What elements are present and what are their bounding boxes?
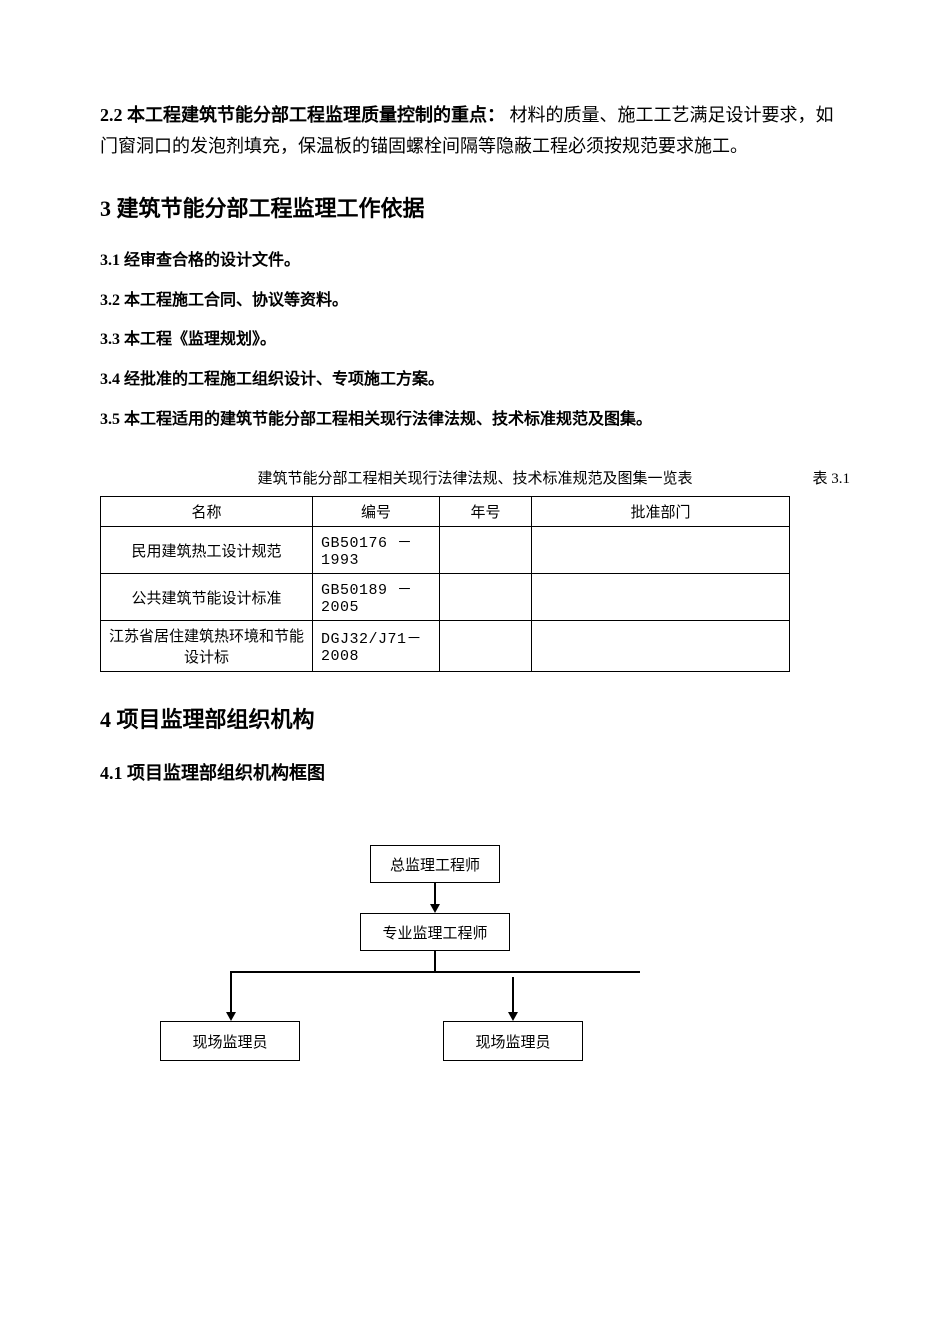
- org-connector: [230, 971, 640, 973]
- item-3-5: 3.5 本工程适用的建筑节能分部工程相关现行法律法规、技术标准规范及图集。: [100, 407, 850, 433]
- org-node-site-supervisor-right: 现场监理员: [443, 1021, 583, 1061]
- col-dept: 批准部门: [532, 497, 790, 527]
- org-node-site-supervisor-left: 现场监理员: [160, 1021, 300, 1061]
- org-arrow-down-icon: [508, 1012, 518, 1021]
- cell-name: 民用建筑热工设计规范: [101, 527, 313, 574]
- item-3-4: 3.4 经批准的工程施工组织设计、专项施工方案。: [100, 367, 850, 393]
- paragraph-2-2: 2.2 本工程建筑节能分部工程监理质量控制的重点： 材料的质量、施工工艺满足设计…: [100, 100, 850, 161]
- item-3-1: 3.1 经审查合格的设计文件。: [100, 248, 850, 274]
- para-2-2-lead: 2.2 本工程建筑节能分部工程监理质量控制的重点：: [100, 105, 505, 125]
- cell-code: GB50189 －2005: [313, 574, 440, 621]
- table-row: 江苏省居住建筑热环境和节能设计标 DGJ32/J71－2008: [101, 621, 790, 672]
- section-4-title: 4 项目监理部组织机构: [100, 702, 850, 734]
- cell-code: GB50176 －1993: [313, 527, 440, 574]
- table-row: 公共建筑节能设计标准 GB50189 －2005: [101, 574, 790, 621]
- org-node-specialist-engineer: 专业监理工程师: [360, 913, 510, 951]
- cell-name: 公共建筑节能设计标准: [101, 574, 313, 621]
- org-connector: [434, 951, 436, 971]
- table-row: 民用建筑热工设计规范 GB50176 －1993: [101, 527, 790, 574]
- table-caption: 建筑节能分部工程相关现行法律法规、技术标准规范及图集一览表: [257, 467, 692, 488]
- cell-year: [440, 574, 532, 621]
- subsection-4-1: 4.1 项目监理部组织机构框图: [100, 759, 850, 785]
- cell-dept: [532, 574, 790, 621]
- cell-name: 江苏省居住建筑热环境和节能设计标: [101, 621, 313, 672]
- org-connector: [434, 883, 436, 905]
- cell-dept: [532, 621, 790, 672]
- table-header-row: 名称 编号 年号 批准部门: [101, 497, 790, 527]
- org-arrow-down-icon: [226, 1012, 236, 1021]
- cell-code: DGJ32/J71－2008: [313, 621, 440, 672]
- cell-dept: [532, 527, 790, 574]
- table-caption-row: 建筑节能分部工程相关现行法律法规、技术标准规范及图集一览表 表 3.1: [100, 467, 850, 488]
- item-3-2: 3.2 本工程施工合同、协议等资料。: [100, 288, 850, 314]
- cell-year: [440, 621, 532, 672]
- item-3-3: 3.3 本工程《监理规划》。: [100, 327, 850, 353]
- section-3-title: 3 建筑节能分部工程监理工作依据: [100, 191, 850, 223]
- org-connector: [512, 977, 514, 1013]
- col-year: 年号: [440, 497, 532, 527]
- org-arrow-down-icon: [430, 904, 440, 913]
- org-connector: [230, 971, 232, 1013]
- org-chart: 总监理工程师 专业监理工程师 现场监理员 现场监理员: [160, 845, 720, 1095]
- col-code: 编号: [313, 497, 440, 527]
- table-number: 表 3.1: [812, 467, 850, 488]
- cell-year: [440, 527, 532, 574]
- standards-table: 名称 编号 年号 批准部门 民用建筑热工设计规范 GB50176 －1993 公…: [100, 496, 790, 672]
- col-name: 名称: [101, 497, 313, 527]
- org-node-chief-engineer: 总监理工程师: [370, 845, 500, 883]
